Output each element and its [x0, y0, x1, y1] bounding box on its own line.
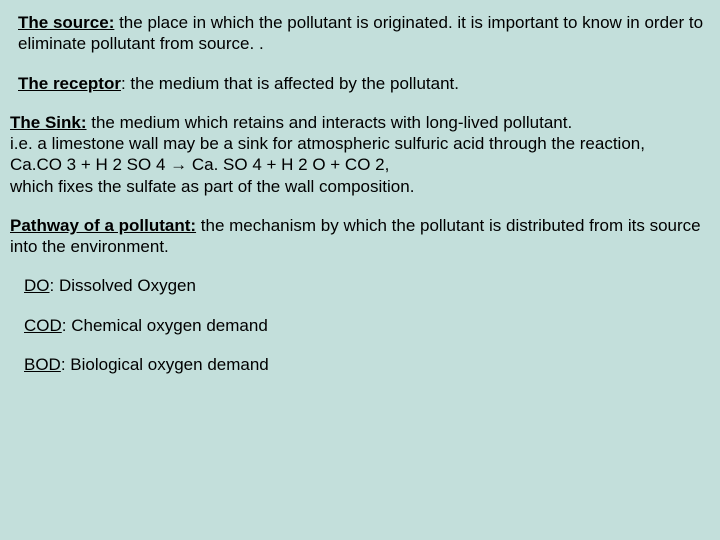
term-receptor: The receptor	[18, 74, 121, 93]
sink-line3: Ca.CO 3 + H 2 SO 4 → Ca. SO 4 + H 2 O + …	[10, 155, 389, 174]
definition-receptor: The receptor: the medium that is affecte…	[10, 73, 710, 94]
definition-bod: BOD: Biological oxygen demand	[10, 354, 710, 375]
sink-line4: which fixes the sulfate as part of the w…	[10, 177, 414, 196]
definition-do: DO: Dissolved Oxygen	[10, 275, 710, 296]
sink-line2: i.e. a limestone wall may be a sink for …	[10, 134, 645, 153]
definition-sink: The Sink: the medium which retains and i…	[10, 112, 710, 197]
term-bod: BOD	[24, 355, 61, 374]
def-bod: : Biological oxygen demand	[61, 355, 269, 374]
def-cod: : Chemical oxygen demand	[62, 316, 268, 335]
def-receptor: : the medium that is affected by the pol…	[121, 74, 459, 93]
term-pathway: Pathway of a pollutant:	[10, 216, 196, 235]
term-do: DO	[24, 276, 50, 295]
definition-cod: COD: Chemical oxygen demand	[10, 315, 710, 336]
term-source: The source:	[18, 13, 114, 32]
definition-source: The source: the place in which the pollu…	[10, 12, 710, 55]
def-source: the place in which the pollutant is orig…	[18, 13, 703, 53]
definition-pathway: Pathway of a pollutant: the mechanism by…	[10, 215, 710, 258]
def-sink-1: the medium which retains and interacts w…	[87, 113, 573, 132]
def-do: : Dissolved Oxygen	[50, 276, 196, 295]
term-cod: COD	[24, 316, 62, 335]
term-sink: The Sink:	[10, 113, 87, 132]
